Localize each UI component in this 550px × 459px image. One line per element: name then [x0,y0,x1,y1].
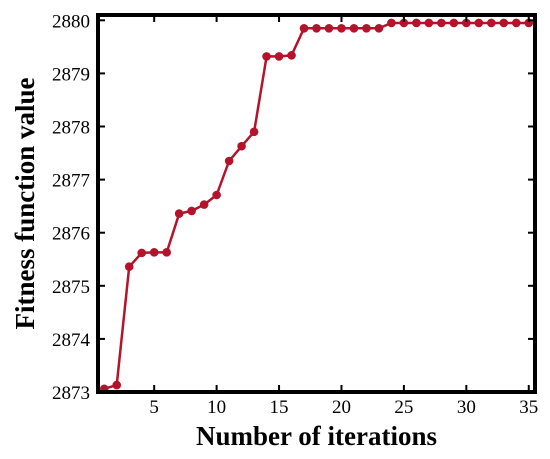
data-point [374,23,384,33]
data-point [224,156,234,166]
y-tick-label: 2873 [52,383,90,404]
data-point [349,23,359,33]
data-point [187,206,196,216]
series-line [103,21,529,390]
x-tick-label: 35 [519,397,538,418]
data-point [199,200,209,209]
x-tick-label: 25 [394,397,413,418]
x-axis-title: Number of iterations [196,421,437,451]
data-point [462,18,471,28]
y-tick-label: 2876 [52,224,90,245]
data-point [112,380,122,390]
x-tick-label: 5 [149,397,159,418]
data-point [212,190,221,200]
y-tick-label: 2875 [52,277,90,298]
data-point [249,127,259,137]
y-axis-title: Fitness function value [10,77,40,329]
data-point [162,248,171,257]
y-tick-label: 2880 [52,11,90,32]
y-tick-label: 2874 [52,330,91,351]
data-point [412,18,421,28]
data-point [487,18,496,28]
x-tick-label: 15 [270,397,289,418]
data-point [299,23,309,33]
y-tick-label: 2879 [52,64,90,85]
data-point [262,52,271,61]
data-point [274,52,284,61]
data-point [174,209,184,218]
data-point [124,262,134,271]
data-point [149,248,159,257]
data-point [449,18,459,28]
plot-frame [96,13,537,394]
data-point [399,18,409,28]
data-point [437,18,446,28]
data-point [324,23,334,33]
data-point [287,51,296,60]
data-point [137,248,146,258]
axis-layer: 5 10 15 20 25 30 35 2873 2874 2875 2876 2877 2878 287… [52,11,538,418]
data-point [424,18,434,28]
data-point [387,18,396,28]
data-point [362,23,371,33]
x-tick-label: 10 [207,397,226,418]
data-point [474,18,484,28]
data-point [237,141,246,151]
data-point [511,18,521,28]
x-tick-label: 30 [457,397,476,418]
y-tick-label: 2877 [52,171,90,192]
y-tick-label: 2878 [52,118,90,139]
plot-layer [99,18,534,394]
x-tick-label: 20 [332,397,351,418]
data-point [499,18,509,28]
data-point [337,23,346,33]
data-point [312,23,321,33]
